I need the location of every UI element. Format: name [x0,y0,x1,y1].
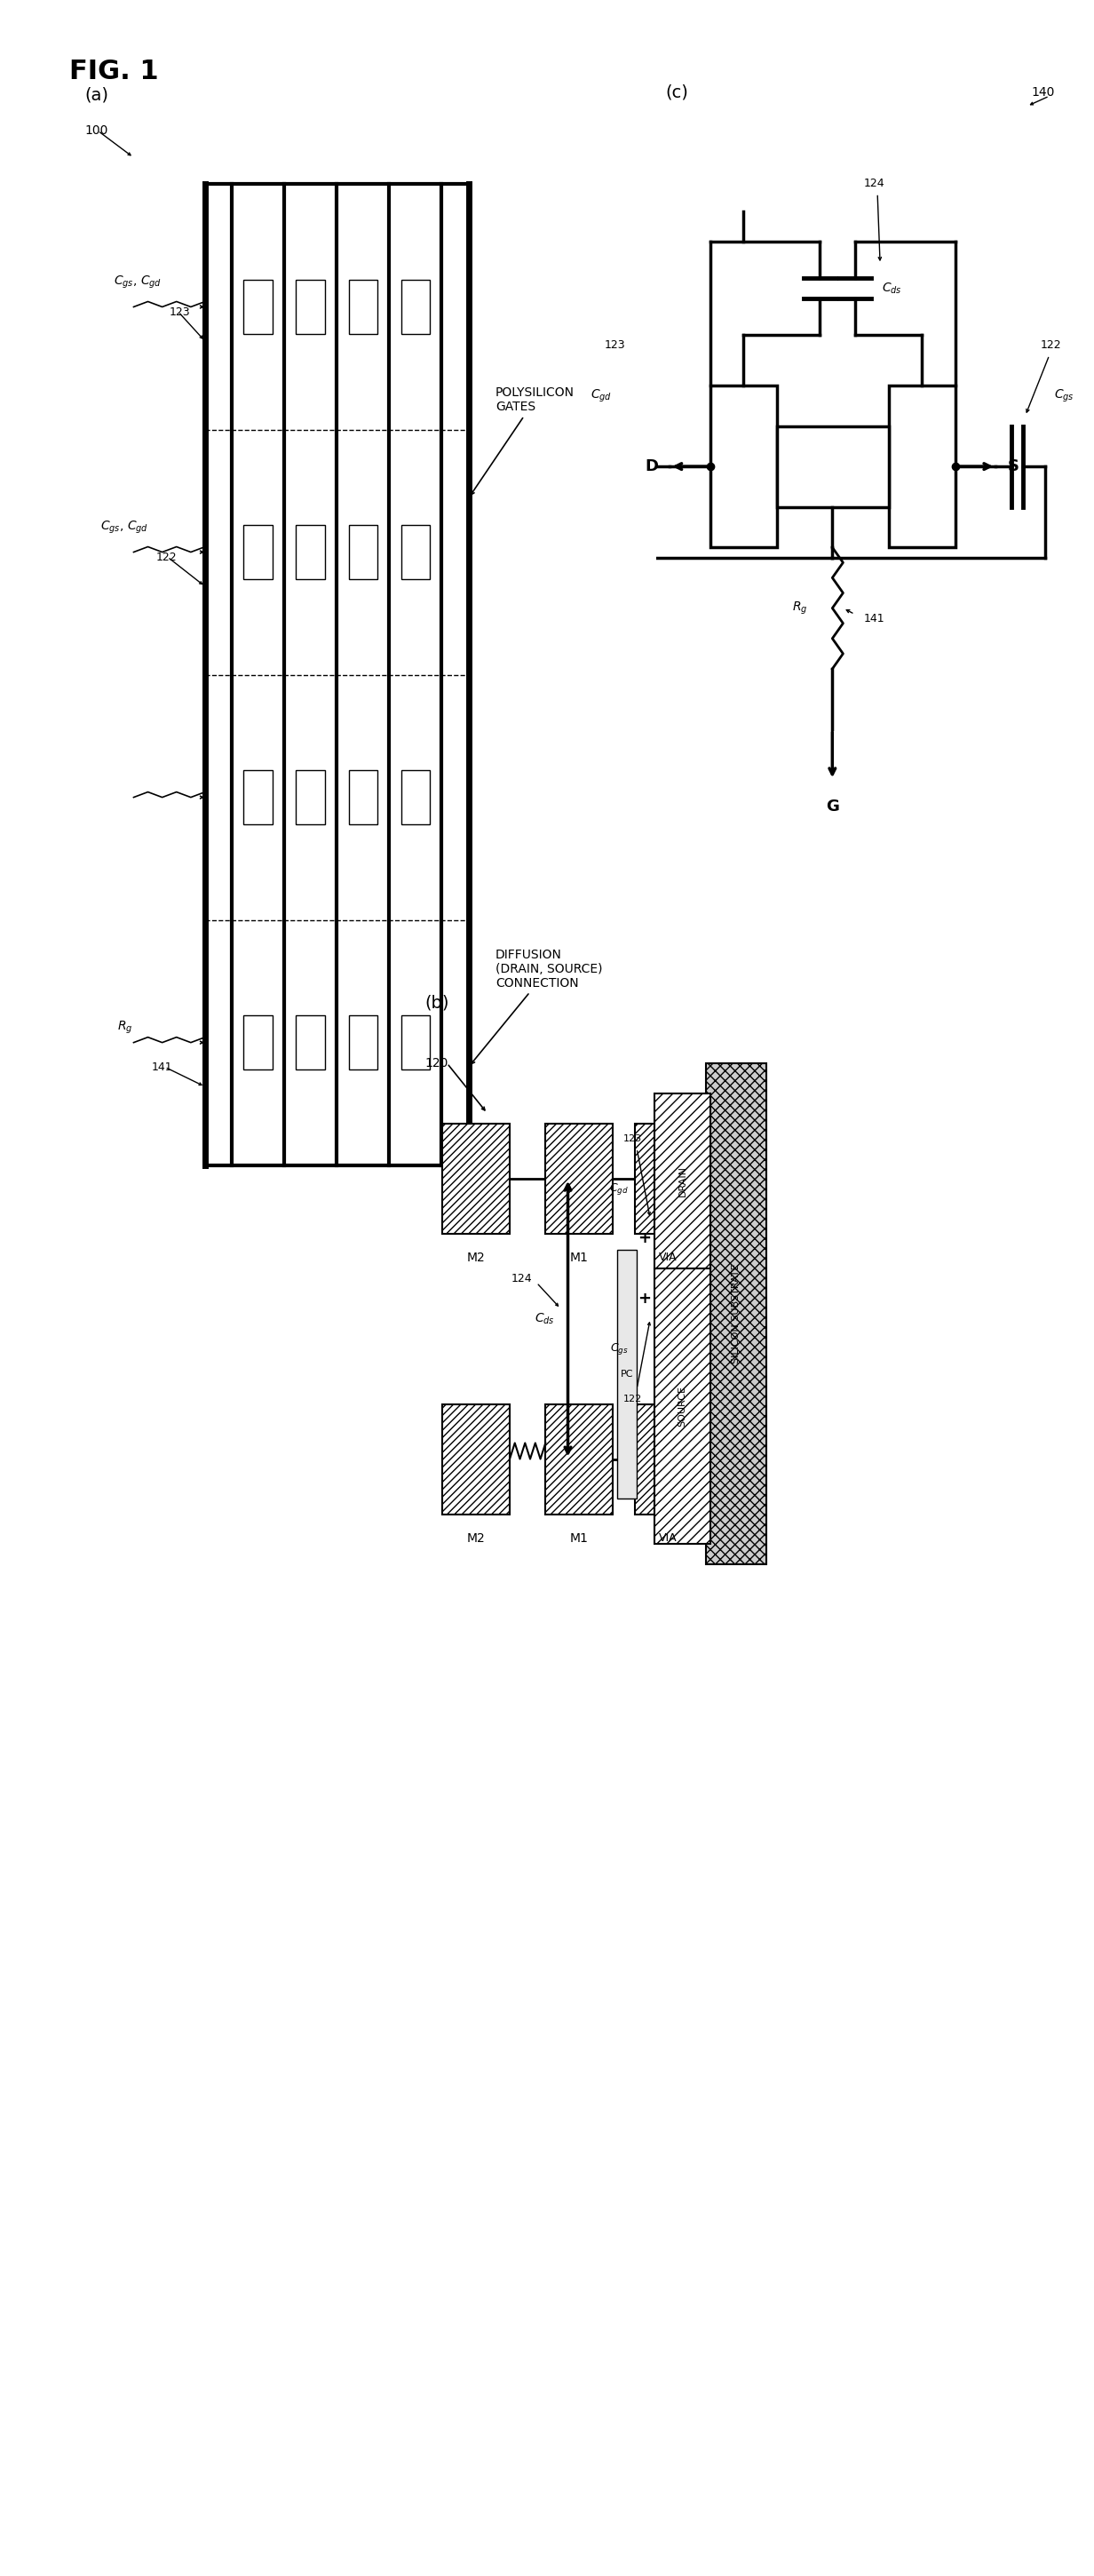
Text: 123: 123 [170,307,190,317]
Text: D: D [644,459,659,474]
Text: 122: 122 [1040,340,1061,350]
Text: $C_{gd}$: $C_{gd}$ [591,386,612,404]
Text: $C_{ds}$: $C_{ds}$ [534,1311,555,1327]
Text: FIG. 1: FIG. 1 [69,59,159,85]
Text: (c): (c) [665,82,688,100]
Text: 141: 141 [863,613,885,623]
Bar [244,526,272,580]
Text: PC: PC [620,1370,633,1378]
Bar [244,281,272,335]
Text: $C_{gs}$: $C_{gs}$ [1054,386,1074,404]
Bar [349,281,377,335]
Text: 140: 140 [1032,85,1055,98]
Text: $R_g$: $R_g$ [117,1020,132,1036]
Bar [401,526,430,580]
Text: 124: 124 [511,1273,532,1285]
Text: S: S [1008,459,1019,474]
Text: $C_{gd}$: $C_{gd}$ [609,1180,629,1195]
Text: M2: M2 [467,1533,486,1546]
Text: $C_{ds}$: $C_{ds}$ [882,281,903,296]
Text: $C_{gs}$: $C_{gs}$ [609,1342,628,1358]
Bar [244,1015,272,1069]
Bar [443,1123,510,1234]
Text: 124: 124 [864,178,885,188]
Text: M1: M1 [570,1533,589,1546]
Bar [296,281,325,335]
Bar [635,1404,654,1515]
Bar [710,386,777,549]
Text: $R_g$: $R_g$ [792,600,807,616]
Text: POLYSILICON
GATES: POLYSILICON GATES [470,386,574,495]
Bar [401,281,430,335]
Text: $C_{gs}$, $C_{gd}$: $C_{gs}$, $C_{gd}$ [101,520,149,536]
Bar [349,1015,377,1069]
Bar [654,1270,710,1543]
Text: (a): (a) [84,88,108,103]
Bar [349,770,377,824]
Bar [296,526,325,580]
Text: VIA: VIA [659,1533,677,1543]
Text: 120: 120 [424,1056,449,1069]
Bar [777,425,888,507]
Bar [654,1092,710,1270]
Text: VIA: VIA [659,1252,677,1262]
Bar [443,1404,510,1515]
Text: 122: 122 [156,551,177,562]
Bar [546,1123,613,1234]
Text: DRAIN: DRAIN [678,1164,687,1198]
Text: 123: 123 [604,340,625,350]
Bar [244,770,272,824]
Text: 141: 141 [151,1061,173,1072]
Text: $C_{gs}$, $C_{gd}$: $C_{gs}$, $C_{gd}$ [114,273,162,291]
Bar [401,770,430,824]
Text: (b): (b) [424,994,450,1012]
Text: +: + [638,1291,651,1306]
Text: +: + [638,1231,651,1247]
Bar [888,386,955,549]
Text: G: G [826,799,839,814]
Text: M1: M1 [570,1252,589,1265]
Text: M2: M2 [467,1252,486,1265]
Text: 123: 123 [622,1133,642,1144]
Bar [635,1123,654,1234]
Bar [546,1404,613,1515]
Bar [296,770,325,824]
Bar [706,1064,767,1564]
Bar [401,1015,430,1069]
Bar [617,1249,637,1499]
Text: 100: 100 [84,124,108,137]
Bar [349,526,377,580]
Text: SILICON SUBSTRATE: SILICON SUBSTRATE [732,1265,741,1363]
Text: 122: 122 [622,1394,642,1404]
Bar [296,1015,325,1069]
Text: DIFFUSION
(DRAIN, SOURCE)
CONNECTION: DIFFUSION (DRAIN, SOURCE) CONNECTION [472,948,603,1064]
Bar [205,185,468,1164]
Text: SOURCE: SOURCE [678,1386,687,1427]
